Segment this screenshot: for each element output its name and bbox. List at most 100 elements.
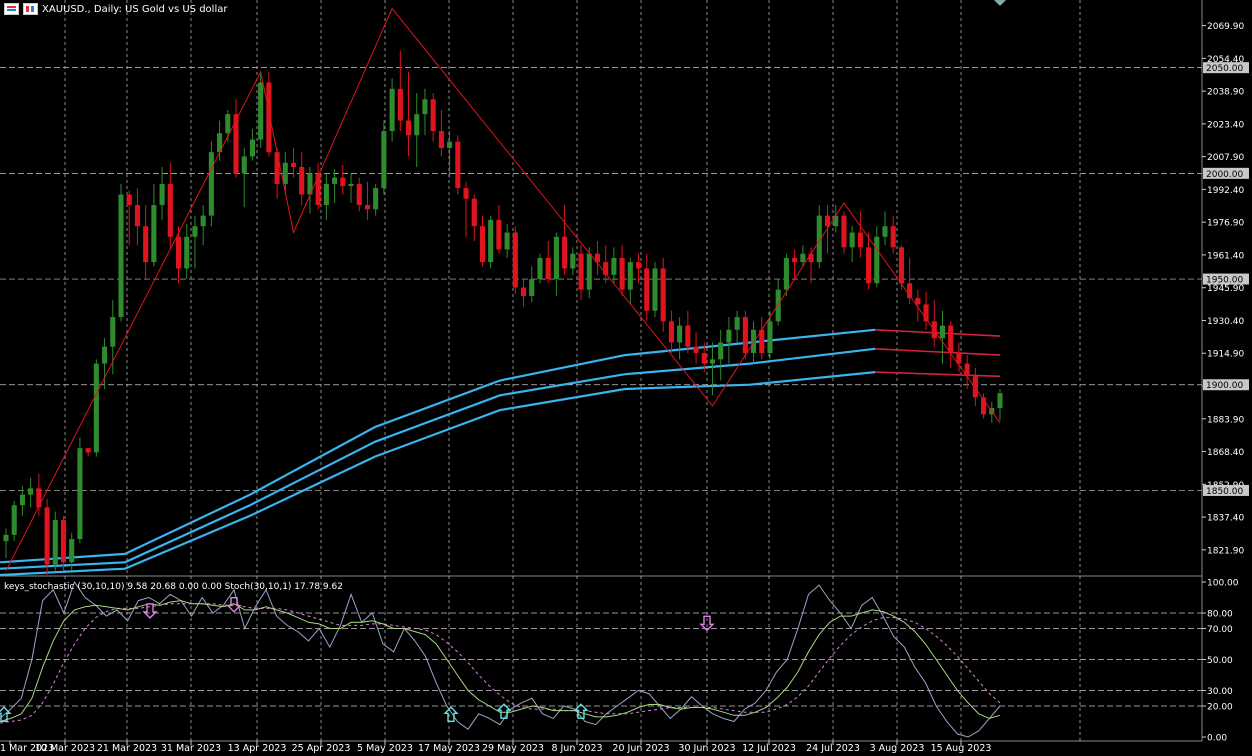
stoch-main-line <box>0 580 1001 738</box>
candle-body <box>414 114 420 136</box>
candle-body <box>857 232 863 248</box>
buy-arrow-icon <box>443 706 459 722</box>
price-level-tag <box>1203 167 1249 179</box>
price-tick-label: 1821.90 <box>1207 546 1244 556</box>
moving-average-tail <box>874 348 1001 356</box>
candle-body <box>923 304 929 322</box>
candle-body <box>307 173 313 195</box>
candle-body <box>233 114 239 174</box>
time-label: 17 May 2023 <box>418 743 480 754</box>
time-label: 3 Aug 2023 <box>870 743 925 754</box>
candle-body <box>323 183 329 206</box>
price-level-tag-label: 2000.00 <box>1206 170 1243 180</box>
candle-body <box>192 226 198 237</box>
price-tick-label: 2054.40 <box>1207 55 1244 65</box>
price-tick-label: 1992.40 <box>1207 186 1244 196</box>
candle-body <box>660 268 666 322</box>
candle-body <box>356 183 362 206</box>
time-label: 20 Jun 2023 <box>612 743 669 754</box>
buy-arrow-icon <box>573 703 589 719</box>
stoch-signal-line <box>0 600 1001 722</box>
time-label: 31 Mar 2023 <box>161 743 221 754</box>
candle-body <box>126 194 132 206</box>
scroll-to-end-icon[interactable] <box>994 0 1006 6</box>
candle-body <box>652 268 658 311</box>
candle-body <box>241 156 247 174</box>
candle-body <box>866 247 872 284</box>
price-tick-label: 1930.40 <box>1207 317 1244 327</box>
moving-average-tail <box>874 371 1001 378</box>
chart-type-icon[interactable] <box>23 3 38 15</box>
candle-body <box>19 494 25 506</box>
candle-body <box>783 257 789 290</box>
candle-body <box>915 298 921 305</box>
candle-body <box>3 534 9 542</box>
stoch-tick-label: 70.00 <box>1207 625 1233 635</box>
candle-body <box>36 488 42 508</box>
price-level-tag <box>1203 379 1249 391</box>
stoch-tick-label: 50.00 <box>1207 656 1233 666</box>
candle-body <box>488 219 494 263</box>
candle-body <box>266 82 272 153</box>
candle-body <box>635 262 642 269</box>
time-label: 8 Jun 2023 <box>551 743 602 754</box>
candle-body <box>93 363 99 453</box>
candle-body <box>217 133 223 153</box>
candle-body <box>44 507 50 565</box>
candle-body <box>447 141 453 148</box>
candle-body <box>134 205 140 227</box>
candle-body <box>701 353 707 364</box>
time-label: 15 Aug 2023 <box>931 743 992 754</box>
candle-body <box>340 177 346 187</box>
zigzag-polyline <box>5 7 1001 572</box>
candle-body <box>997 393 1003 408</box>
candle-body <box>85 448 91 453</box>
stoch-slow-line <box>0 603 1001 724</box>
candle-body <box>208 152 214 216</box>
candle-body <box>184 236 190 269</box>
price-tick-label: 2069.90 <box>1207 22 1244 32</box>
candle-body <box>578 253 584 290</box>
price-tick-label: 1868.40 <box>1207 448 1244 458</box>
candle-body <box>151 205 157 263</box>
candle-body <box>479 226 486 263</box>
candle-body <box>545 257 551 280</box>
candle-body <box>808 253 814 263</box>
price-level-tag <box>1203 62 1249 74</box>
stoch-tick-label: 0.00 <box>1207 734 1227 744</box>
moving-average-envelope <box>0 328 1001 577</box>
time-label: 24 Jul 2023 <box>806 743 860 754</box>
candle-body <box>364 205 371 210</box>
candle-body <box>258 82 264 140</box>
candle-body <box>964 363 970 377</box>
candle-body <box>274 152 280 184</box>
candle-body <box>200 215 206 227</box>
candle-body <box>438 131 444 148</box>
symbol-flag-icon[interactable] <box>4 3 19 15</box>
candle-body <box>849 232 855 248</box>
moving-average-tail <box>874 329 1001 337</box>
candle-body <box>775 289 781 322</box>
candle-body <box>594 253 601 263</box>
candle-body <box>118 194 124 318</box>
candle-body <box>644 268 650 311</box>
candle-body <box>463 188 469 199</box>
candle-body <box>143 226 149 263</box>
time-label: 21 Mar 2023 <box>97 743 157 754</box>
candle-body <box>603 262 609 275</box>
candle-body <box>102 346 108 364</box>
candle-body <box>685 325 691 347</box>
stoch-tick-label: 100.00 <box>1207 579 1239 589</box>
time-label: 10 Mar 2023 <box>35 743 95 754</box>
candle-body <box>299 167 305 195</box>
time-label: 25 Apr 2023 <box>292 743 351 754</box>
candle-body <box>767 321 773 354</box>
candle-body <box>430 99 436 132</box>
candle-body <box>249 139 255 157</box>
candle-body <box>726 329 732 343</box>
sell-arrow-icon <box>226 597 242 613</box>
candle-body <box>751 329 757 354</box>
time-label: 1 Mar 2023 <box>0 743 54 754</box>
candle-body <box>52 520 58 565</box>
